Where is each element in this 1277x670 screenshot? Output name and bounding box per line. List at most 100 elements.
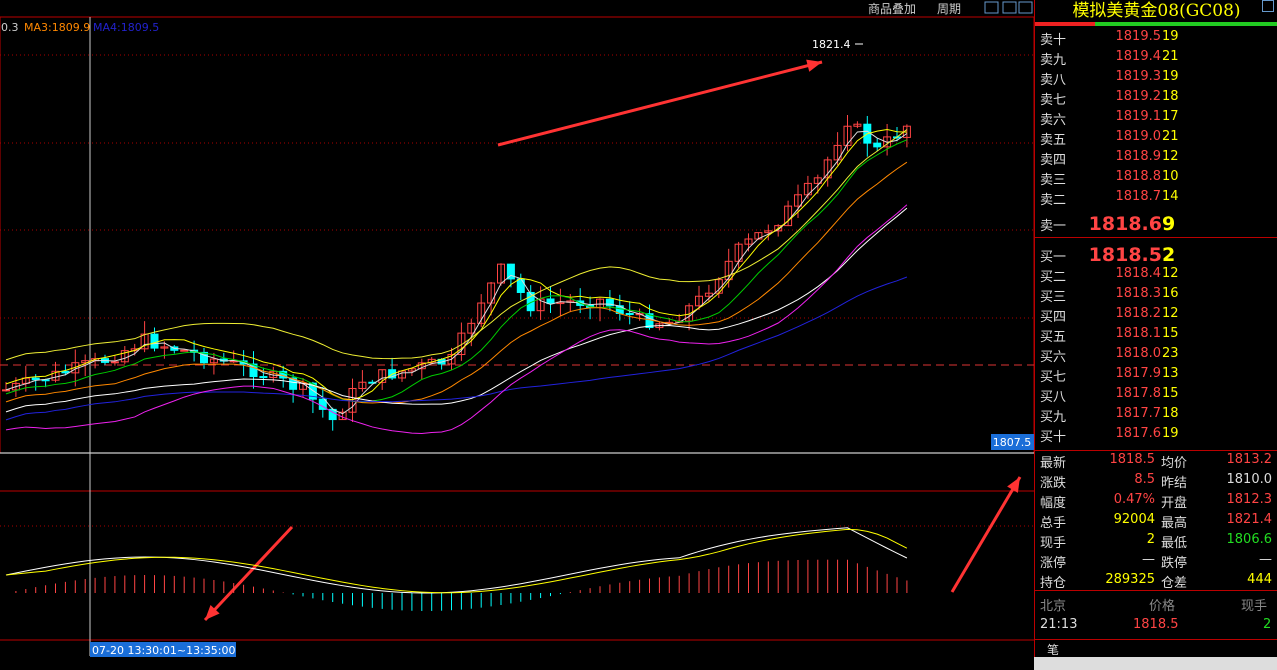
- ask-volume: 17: [1162, 109, 1179, 124]
- ask-row[interactable]: 卖一 1818.6 9: [1035, 213, 1277, 235]
- ask-row[interactable]: 卖五 1819.0 21: [1035, 129, 1277, 149]
- ask-row[interactable]: 卖九 1819.4 21: [1035, 49, 1277, 69]
- candle-body: [853, 123, 862, 127]
- candle-body: [2, 389, 10, 392]
- ask-label: 卖九: [1040, 53, 1067, 68]
- ma-line-3: [5, 139, 908, 403]
- bid-row[interactable]: 买三 1818.3 16: [1035, 286, 1277, 306]
- ticks-header-city: 北京: [1040, 599, 1067, 614]
- ask-row[interactable]: 卖八 1819.3 19: [1035, 69, 1277, 89]
- stat-value: 1813.2: [1226, 452, 1273, 467]
- ask-row[interactable]: 卖十 1819.5 19: [1035, 29, 1277, 49]
- bid-row[interactable]: 买六 1818.0 23: [1035, 346, 1277, 366]
- bid-row[interactable]: 买二 1818.4 12: [1035, 266, 1277, 286]
- candle-body: [259, 376, 268, 379]
- stat-label: 持仓: [1040, 576, 1067, 591]
- bid-row[interactable]: 买十 1817.6 19: [1035, 426, 1277, 446]
- annotation-arrowhead: [1007, 477, 1020, 493]
- bid-row[interactable]: 买五 1818.1 15: [1035, 326, 1277, 346]
- stat-value: 289325: [1105, 572, 1155, 587]
- ask-row[interactable]: 卖三 1818.8 10: [1035, 169, 1277, 189]
- stat-label: 昨结: [1161, 476, 1188, 491]
- candle-body: [140, 333, 149, 350]
- candle-body: [378, 369, 387, 383]
- ma-line-2: [5, 128, 907, 401]
- ma-line-4: [5, 161, 908, 404]
- tick-price: 1818.5: [1133, 617, 1179, 632]
- stat-value: 1812.3: [1226, 492, 1273, 507]
- ask-volume: 19: [1162, 69, 1179, 84]
- ask-label: 卖二: [1040, 193, 1067, 208]
- candle-body: [467, 322, 476, 334]
- period-link[interactable]: 周期: [937, 2, 962, 16]
- ma-line-5: [5, 207, 908, 413]
- bid-price: 1818.5: [1088, 244, 1162, 266]
- candle-body: [407, 368, 416, 372]
- ask-label: 卖六: [1040, 113, 1067, 128]
- bid-row[interactable]: 买九 1817.7 18: [1035, 406, 1277, 426]
- ask-volume: 9: [1162, 213, 1176, 235]
- kline-chart[interactable]: 0.3 MA3:1809.9 MA4:1809.5 1821.4 1807.5 07-20…: [0, 0, 1034, 670]
- candle-body: [308, 382, 317, 400]
- ask-label: 卖三: [1040, 173, 1067, 188]
- candle-body: [160, 346, 169, 349]
- bid-row[interactable]: 买四 1818.2 12: [1035, 306, 1277, 326]
- bid-volume: 2: [1162, 244, 1176, 266]
- candle-body: [625, 313, 634, 316]
- title-bar: [1035, 22, 1277, 26]
- candle-body: [31, 377, 40, 381]
- candle-body: [209, 358, 218, 364]
- bottom-tabbar: [1034, 657, 1277, 670]
- ma3-text: MA3:1809.9: [24, 21, 90, 34]
- bid-volume: 23: [1162, 346, 1179, 361]
- tick-vol: 2: [1263, 617, 1272, 632]
- indicator-text: 0.3: [1, 21, 19, 34]
- ma4-text: MA4:1809.5: [93, 21, 159, 34]
- stat-label: 总手: [1040, 516, 1067, 531]
- nav-icon: [984, 1, 999, 14]
- bid-row[interactable]: 买一 1818.5 2: [1035, 244, 1277, 266]
- tick-time: 21:13: [1040, 617, 1078, 632]
- candle-body: [51, 370, 60, 381]
- high-price-label: 1821.4: [812, 38, 851, 51]
- stat-label: 涨停: [1040, 556, 1067, 571]
- ask-price: 1818.9: [1115, 149, 1162, 164]
- window-icon[interactable]: [1262, 0, 1274, 12]
- ask-row[interactable]: 卖七 1819.2 18: [1035, 89, 1277, 109]
- ask-volume: 12: [1162, 149, 1179, 164]
- stat-label: 涨跌: [1040, 476, 1067, 491]
- ask-row[interactable]: 卖四 1818.9 12: [1035, 149, 1277, 169]
- stat-value: 1806.6: [1226, 532, 1273, 547]
- bid-volume: 16: [1162, 286, 1179, 301]
- ask-label: 卖八: [1040, 73, 1067, 88]
- candle-body: [516, 278, 525, 293]
- candle-body: [833, 144, 842, 161]
- bid-price: 1818.1: [1115, 326, 1162, 341]
- candle-body: [150, 333, 159, 349]
- ask-row[interactable]: 卖六 1819.1 17: [1035, 109, 1277, 129]
- ask-label: 卖十: [1040, 33, 1067, 48]
- annotation-arrow: [950, 476, 1022, 593]
- overlay-link[interactable]: 商品叠加: [868, 2, 917, 16]
- macd-dea-line: [5, 528, 908, 594]
- bid-volume: 12: [1162, 306, 1179, 321]
- bid-volume: 15: [1162, 386, 1179, 401]
- bid-volume: 18: [1162, 406, 1179, 421]
- bid-row[interactable]: 买八 1817.8 15: [1035, 386, 1277, 406]
- bid-volume: 19: [1162, 426, 1179, 441]
- instrument-title: 模拟美黄金08(GC08): [1072, 1, 1241, 21]
- tab-ticks[interactable]: 笔: [1047, 643, 1060, 657]
- candle-body: [843, 125, 852, 146]
- boll-upper: [5, 129, 908, 361]
- ask-row[interactable]: 卖二 1818.7 14: [1035, 189, 1277, 209]
- bid-row[interactable]: 买七 1817.9 13: [1035, 366, 1277, 386]
- bid-label: 买六: [1040, 350, 1067, 365]
- candle-body: [200, 351, 208, 364]
- axis-price-box: [991, 434, 1034, 450]
- candle-body: [110, 361, 119, 364]
- annotation-arrowhead: [205, 604, 220, 620]
- stat-label: 开盘: [1161, 496, 1188, 511]
- bid-label: 买二: [1040, 270, 1067, 285]
- bid-label: 买四: [1040, 310, 1067, 325]
- bid-label: 买七: [1040, 370, 1067, 385]
